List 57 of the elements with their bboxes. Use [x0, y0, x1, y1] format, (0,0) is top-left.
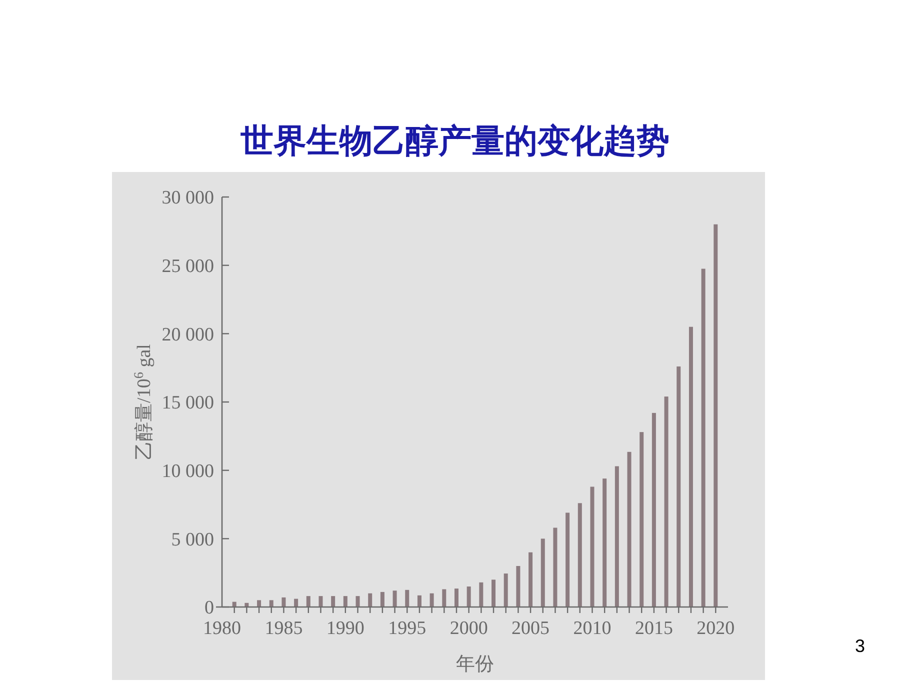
- bar: [566, 512, 570, 607]
- bar: [454, 588, 458, 607]
- bar: [318, 596, 323, 607]
- x-tick-label: 2015: [634, 618, 673, 639]
- bar: [405, 590, 410, 607]
- bar: [417, 595, 422, 607]
- x-tick-label: 1980: [203, 618, 241, 639]
- bar: [590, 486, 594, 607]
- y-tick-label: 25 000: [162, 256, 214, 277]
- y-tick-label: 15 000: [162, 392, 214, 414]
- bar: [306, 596, 310, 607]
- bar: [479, 582, 484, 607]
- y-tick-label: 30 000: [162, 188, 214, 209]
- bar: [368, 593, 372, 607]
- bar: [701, 268, 706, 607]
- bar: [343, 596, 348, 607]
- bar: [553, 528, 558, 607]
- bar: [640, 432, 644, 607]
- bar: [380, 592, 384, 607]
- y-tick-label: 0: [204, 598, 214, 619]
- y-tick-label: 5 000: [171, 529, 214, 550]
- bar: [257, 600, 262, 607]
- bar: [528, 552, 533, 607]
- bar: [269, 600, 274, 607]
- x-tick-label: 1990: [326, 618, 364, 639]
- x-tick-label: 2020: [696, 618, 735, 639]
- x-tick-label: 1985: [264, 618, 303, 639]
- bar: [392, 590, 397, 607]
- bar: [714, 224, 718, 607]
- bar: [688, 326, 693, 607]
- bar: [676, 366, 681, 607]
- bar: [492, 580, 496, 607]
- bar: [540, 538, 545, 607]
- y-tick-label: 10 000: [162, 460, 214, 482]
- text: 3: [854, 636, 865, 656]
- bar: [664, 396, 668, 607]
- bar: [282, 597, 286, 607]
- bar: [466, 586, 471, 607]
- chart-title: 世界生物乙醇产量的变化趋势: [240, 121, 670, 160]
- bar: [294, 598, 298, 607]
- bar: [652, 412, 656, 607]
- x-tick-label: 2005: [512, 618, 550, 639]
- bar: [356, 596, 360, 607]
- bar: [516, 566, 520, 607]
- bar: [614, 466, 619, 607]
- bar: [430, 593, 434, 607]
- bar: [504, 574, 508, 607]
- bar: [578, 503, 582, 607]
- bar: [602, 478, 607, 607]
- x-tick-label: 2010: [573, 618, 612, 639]
- x-axis-title: 年份: [456, 653, 494, 675]
- bar: [331, 596, 336, 607]
- x-tick-label: 2000: [450, 618, 488, 639]
- bar: [627, 452, 632, 607]
- y-tick-label: 20 000: [162, 324, 214, 346]
- x-tick-label: 1995: [388, 618, 426, 639]
- bar: [442, 589, 446, 607]
